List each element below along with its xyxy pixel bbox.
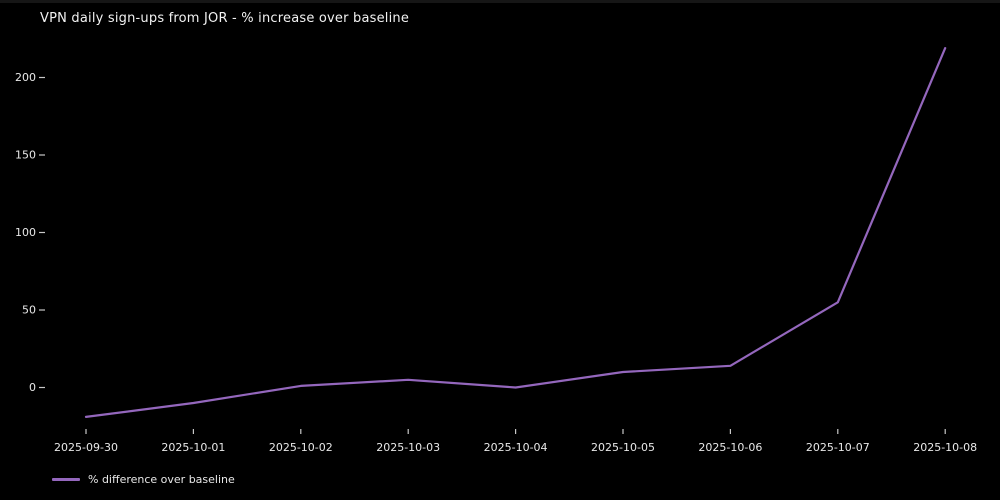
y-tick-label: 50 — [22, 304, 36, 317]
y-tick-label: 150 — [15, 149, 36, 162]
x-tick-label: 2025-10-03 — [376, 441, 440, 454]
y-tick-label: 100 — [15, 226, 36, 239]
y-tick-label: 0 — [29, 381, 36, 394]
x-tick-label: 2025-10-08 — [913, 441, 977, 454]
legend-label: % difference over baseline — [88, 472, 235, 486]
x-tick-label: 2025-10-04 — [484, 441, 548, 454]
chart-title: VPN daily sign-ups from JOR - % increase… — [40, 11, 410, 26]
legend: % difference over baseline — [52, 472, 235, 486]
window-top-edge — [0, 0, 1000, 3]
series-line — [84, 46, 947, 418]
x-tick-label: 2025-10-05 — [591, 441, 655, 454]
legend-line-swatch — [52, 477, 80, 481]
x-tick-label: 2025-09-30 — [54, 441, 118, 454]
y-tick-label: 200 — [15, 71, 36, 84]
x-tick-label: 2025-10-07 — [806, 441, 870, 454]
x-tick-label: 2025-10-02 — [269, 441, 333, 454]
x-tick-label: 2025-10-06 — [698, 441, 762, 454]
x-tick-label: 2025-10-01 — [161, 441, 225, 454]
